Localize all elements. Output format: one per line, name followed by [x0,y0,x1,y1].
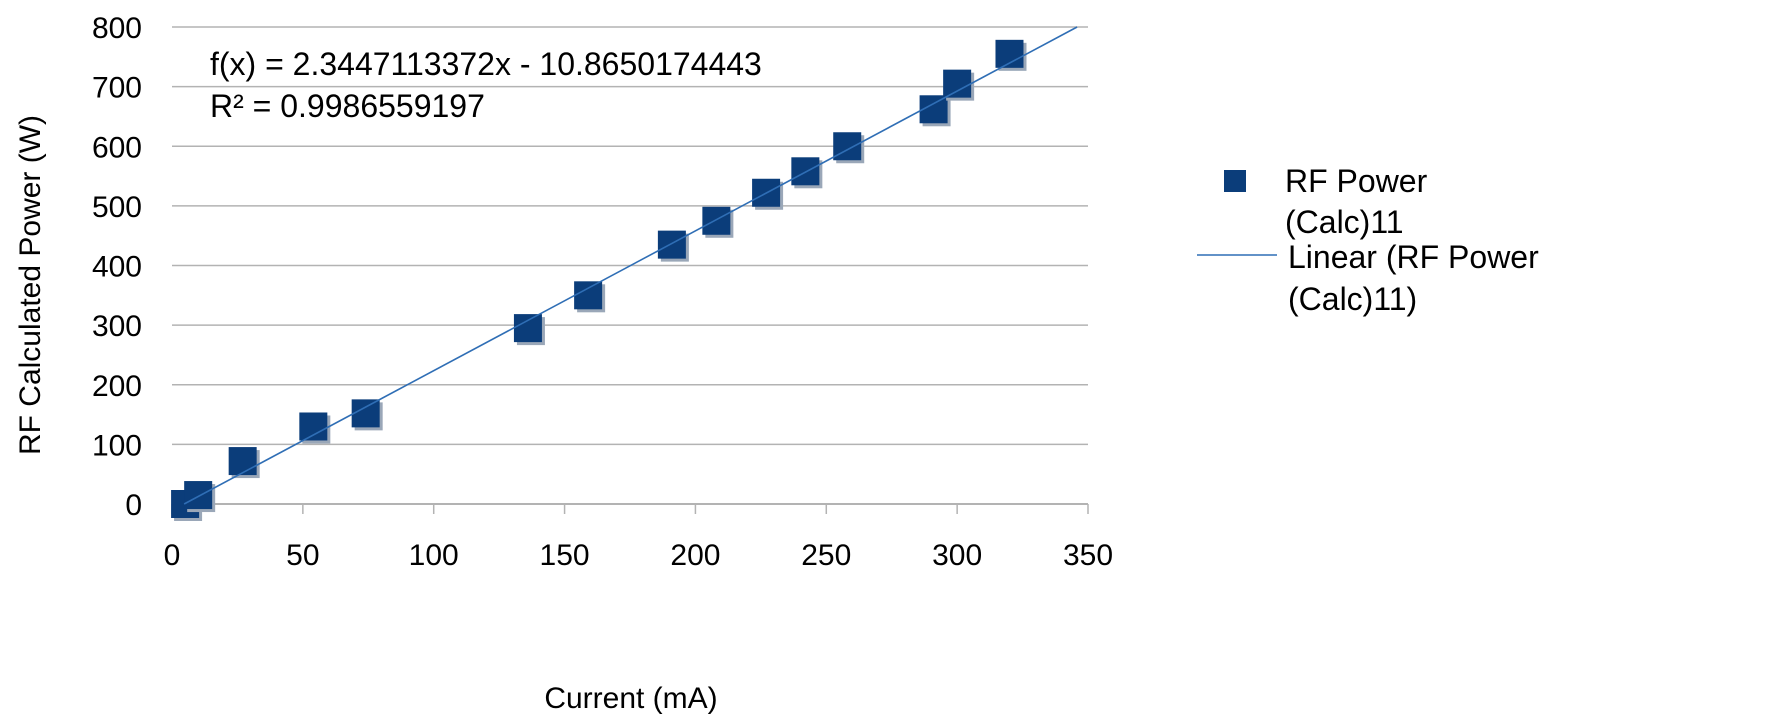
trend-line [183,26,1078,505]
data-point [513,314,542,343]
r-squared-text: R² = 0.9986559197 [210,88,485,124]
y-tick-label: 400 [92,251,142,284]
y-tick-label: 800 [92,12,142,45]
grid-lines [172,26,1088,446]
legend-trend-label-line1: Linear (RF Power [1288,239,1539,275]
y-tick-label: 0 [125,489,142,522]
data-point [299,412,328,441]
y-tick-label: 300 [92,310,142,343]
data-point [833,132,862,161]
data-point [657,230,686,259]
x-tick-label: 0 [164,539,181,572]
x-tick-labels: 0 50 100 150 200 250 300 350 [164,504,1113,572]
y-tick-label: 700 [92,72,142,105]
x-tick-label: 50 [286,539,319,572]
data-point [184,481,213,510]
legend-trend-label-line2: (Calc)11) [1288,281,1417,317]
x-tick-label: 300 [932,539,982,572]
data-point [702,206,731,235]
y-tick-label: 600 [92,131,142,164]
x-tick-label: 250 [801,539,851,572]
data-point [351,399,380,428]
y-tick-label: 500 [92,191,142,224]
legend-series-label-line2: (Calc)11 [1285,204,1404,240]
equation-text: f(x) = 2.3447113372x - 10.8650174443 [210,46,762,82]
x-tick-label: 350 [1063,539,1113,572]
y-tick-label: 100 [92,429,142,462]
x-axis-title: Current (mA) [544,682,717,715]
legend: RF Power (Calc)11 Linear (RF Power (Calc… [1197,163,1539,317]
data-points [171,39,1027,521]
x-tick-label: 150 [540,539,590,572]
y-tick-label: 200 [92,370,142,403]
x-tick-label: 100 [409,539,459,572]
data-point [574,281,603,310]
x-tick-label: 200 [670,539,720,572]
legend-marker-square [1224,170,1246,192]
data-point [228,447,257,476]
y-axis-title: RF Calculated Power (W) [14,115,47,455]
data-point [943,69,972,98]
y-tick-labels: 0 100 200 300 400 500 600 700 800 [92,12,142,522]
legend-series-label-line1: RF Power [1285,163,1428,199]
